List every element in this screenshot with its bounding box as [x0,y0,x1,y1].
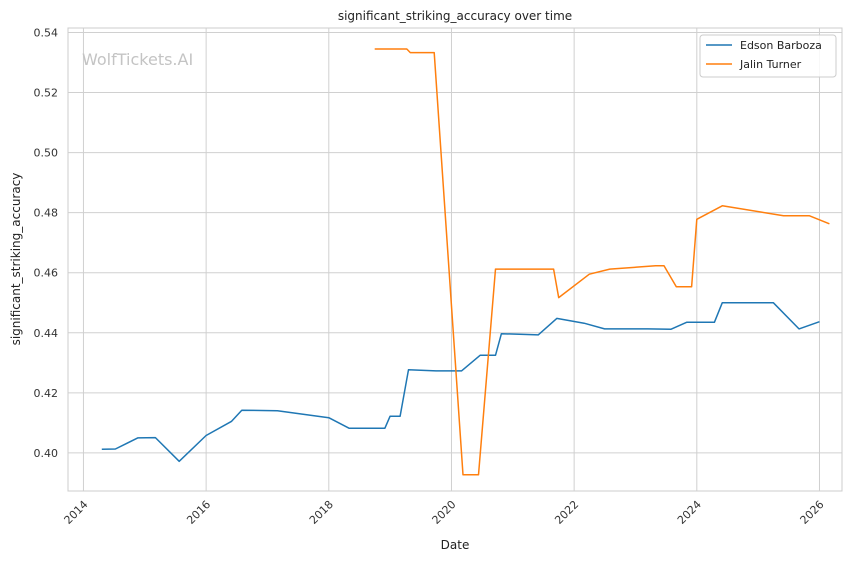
x-tick-label: 2022 [552,498,581,527]
y-tick-label: 0.44 [34,327,59,340]
legend: Edson Barboza Jalin Turner [699,34,837,78]
y-tick-label: 0.42 [34,387,59,400]
x-axis-title: Date [441,538,470,552]
x-tick-label: 2014 [62,498,91,527]
x-tick-label: 2016 [184,498,213,527]
y-tick-label: 0.50 [34,147,59,160]
legend-label-edson-barboza: Edson Barboza [740,39,822,52]
series-lines [101,48,830,476]
x-tick-label: 2018 [307,498,336,527]
plot-background [67,27,843,492]
watermark: WolfTickets.AI [82,50,193,69]
series-line-jalin-turner [374,48,830,476]
legend-label-jalin-turner: Jalin Turner [739,58,802,71]
x-tick-label: 2024 [675,498,704,527]
chart-title: significant_striking_accuracy over time [338,9,572,23]
y-tick-label: 0.48 [34,207,59,220]
y-tick-label: 0.54 [34,27,59,40]
y-tick-label: 0.46 [34,267,59,280]
y-tick-label: 0.40 [34,447,59,460]
y-tick-label: 0.52 [34,87,59,100]
x-tick-label: 2020 [430,498,459,527]
y-tick-labels: 0.40 0.42 0.44 0.46 0.48 0.50 0.52 0.54 [34,27,59,460]
series-line-edson-barboza [101,301,820,463]
legend-box [699,34,837,78]
grid [68,28,842,491]
x-tick-labels: 2014 2016 2018 2020 2022 2024 2026 [62,498,827,527]
x-tick-label: 2026 [798,498,827,527]
y-axis-title: significant_striking_accuracy [9,173,23,346]
